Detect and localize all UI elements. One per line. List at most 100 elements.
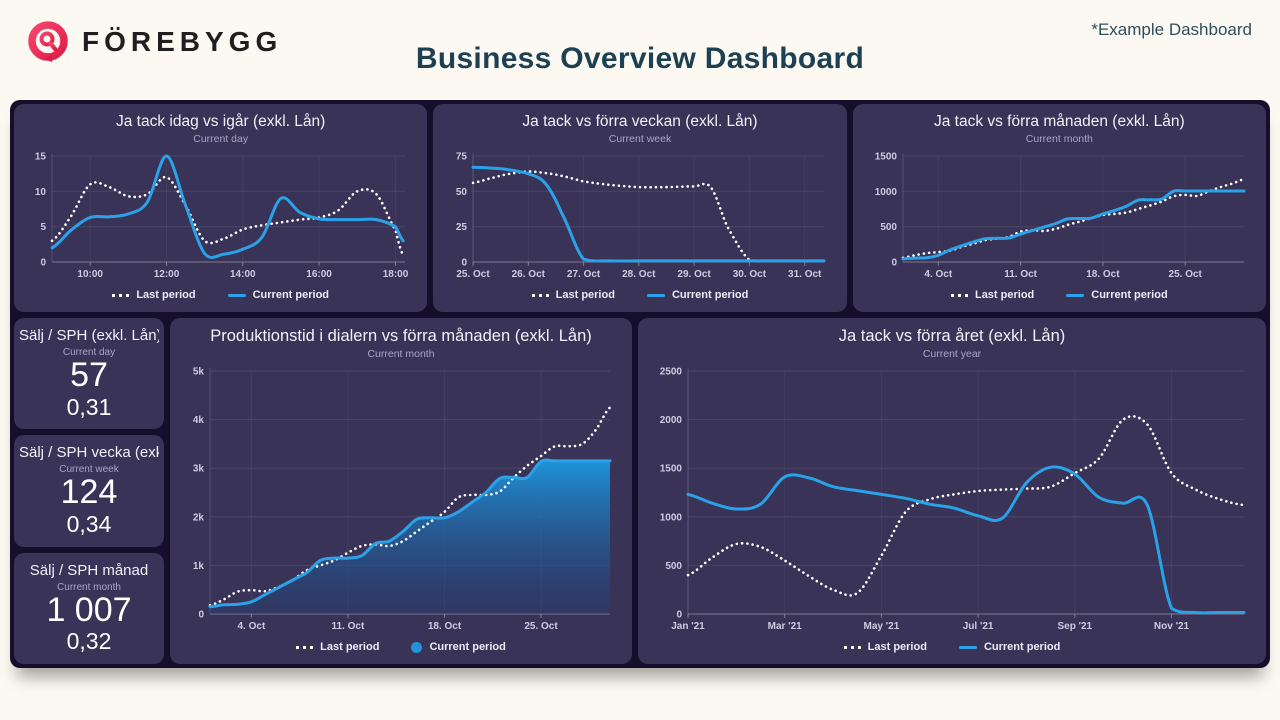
panel-ja-tack-year: Ja tack vs förra året (exkl. Lån) Curren… xyxy=(638,318,1266,664)
svg-text:25: 25 xyxy=(456,222,468,233)
dotted-line-swatch xyxy=(950,293,968,297)
svg-text:25. Oct: 25. Oct xyxy=(1168,269,1202,280)
legend-label: Last period xyxy=(555,289,615,302)
svg-text:500: 500 xyxy=(665,561,682,572)
stat-ratio: 0,34 xyxy=(66,511,112,538)
svg-text:1500: 1500 xyxy=(874,152,897,163)
svg-text:29. Oct: 29. Oct xyxy=(678,269,712,280)
chart-canvas: 0 1k 2k 3k 4k 5k 4. Oct 11. Oct 18. Oct 25. Oct xyxy=(180,363,622,634)
svg-text:3k: 3k xyxy=(193,464,205,475)
example-dashboard-note: *Example Dashboard xyxy=(1091,20,1252,39)
legend-label: Current period xyxy=(429,641,506,653)
chart-canvas: 0 500 1000 1500 2000 2500 Jan '21 Mar '21 May '2… xyxy=(648,363,1256,634)
legend-label: Current period xyxy=(671,289,749,302)
chart-legend: Last period Current period xyxy=(180,634,622,660)
chart-canvas: 0 25 50 75 25. Oct 26. Oct 27. Oct 28. Oct 29. O… xyxy=(443,148,836,282)
svg-text:Nov '21: Nov '21 xyxy=(1154,621,1190,632)
stat-card-sph-week: Sälj / SPH vecka (exkl Current week 124 … xyxy=(14,435,164,547)
stat-subtitle: Current day xyxy=(62,347,116,359)
stat-numbers: 124 0,34 xyxy=(19,475,159,538)
svg-text:18. Oct: 18. Oct xyxy=(428,621,462,632)
panel-produktionstid: Produktionstid i dialern vs förra månade… xyxy=(170,318,632,664)
svg-text:5: 5 xyxy=(40,222,46,233)
legend-last-period[interactable]: Last period xyxy=(112,289,196,301)
legend-current-period[interactable]: Current period xyxy=(646,289,749,302)
chart-svg: 0 500 1000 1500 4. Oct 11. Oct 18. Oct 25. Oct xyxy=(874,152,1246,280)
legend-last-period[interactable]: Last period xyxy=(843,641,927,653)
svg-text:2500: 2500 xyxy=(660,367,683,378)
chart-title: Ja tack vs förra månaden (exkl. Lån) xyxy=(933,113,1185,130)
svg-text:11. Oct: 11. Oct xyxy=(1004,269,1037,280)
legend-last-period[interactable]: Last period xyxy=(296,641,379,653)
stat-numbers: 57 0,31 xyxy=(19,357,159,421)
chart-title: Produktionstid i dialern vs förra månade… xyxy=(210,327,592,346)
stat-numbers: 1 007 0,32 xyxy=(19,592,159,656)
svg-text:15: 15 xyxy=(35,152,47,163)
dotted-line-swatch xyxy=(843,645,861,649)
svg-text:14:00: 14:00 xyxy=(230,269,256,280)
chart-svg: 0 5 10 15 10:00 12:00 14:00 16:00 18:00 xyxy=(35,152,409,281)
solid-line-swatch xyxy=(646,293,665,297)
circle-swatch xyxy=(411,641,423,653)
stat-card-sph-month: Sälj / SPH månad Current month 1 007 0,3… xyxy=(14,552,164,664)
legend-label: Last period xyxy=(320,641,380,653)
chart-subtitle: Current week xyxy=(608,133,672,145)
chart-subtitle: Current month xyxy=(367,348,435,361)
svg-text:4. Oct: 4. Oct xyxy=(924,269,952,280)
panel-ja-tack-day: Ja tack idag vs igår (exkl. Lån) Current… xyxy=(14,104,428,313)
svg-text:27. Oct: 27. Oct xyxy=(567,269,601,280)
svg-text:1000: 1000 xyxy=(874,187,897,198)
svg-text:50: 50 xyxy=(456,187,468,198)
dashboard-container: Ja tack idag vs igår (exkl. Lån) Current… xyxy=(10,100,1270,668)
legend-current-period[interactable]: Current period xyxy=(227,289,330,302)
svg-text:0: 0 xyxy=(676,610,682,621)
chart-legend: Last period Current period xyxy=(648,634,1256,660)
panel-ja-tack-month: Ja tack vs förra månaden (exkl. Lån) Cur… xyxy=(852,104,1266,313)
chart-canvas: 0 5 10 15 10:00 12:00 14:00 16:00 18:00 xyxy=(24,148,417,282)
chart-legend: Last period Current period xyxy=(863,282,1256,308)
svg-text:30. Oct: 30. Oct xyxy=(733,269,767,280)
svg-text:2k: 2k xyxy=(193,512,205,523)
legend-current-period[interactable]: Current period xyxy=(1066,289,1168,302)
svg-text:10:00: 10:00 xyxy=(77,269,103,280)
svg-text:0: 0 xyxy=(891,258,897,269)
dotted-line-swatch xyxy=(112,293,130,297)
chart-subtitle: Current month xyxy=(1025,133,1093,145)
stat-title: Sälj / SPH vecka (exkl xyxy=(19,444,159,462)
stat-ratio: 0,32 xyxy=(66,628,112,655)
svg-text:10: 10 xyxy=(35,187,47,198)
stat-column: Sälj / SPH (exkl. Lån) Current day 57 0,… xyxy=(14,318,164,664)
stat-card-sph-day: Sälj / SPH (exkl. Lån) Current day 57 0,… xyxy=(14,318,164,430)
brand-logo: FÖREBYGG xyxy=(24,18,282,66)
svg-text:5k: 5k xyxy=(193,367,205,378)
svg-text:Jan '21: Jan '21 xyxy=(671,621,705,632)
legend-label: Current period xyxy=(1091,289,1168,302)
chart-title: Ja tack vs förra året (exkl. Lån) xyxy=(838,327,1066,346)
chart-legend: Last period Current period xyxy=(443,282,836,308)
svg-text:25. Oct: 25. Oct xyxy=(457,269,491,280)
page-title: Business Overview Dashboard xyxy=(415,42,865,75)
dotted-line-swatch xyxy=(296,645,314,649)
svg-text:1500: 1500 xyxy=(660,464,683,475)
stat-subtitle: Current month xyxy=(57,581,121,593)
svg-text:2000: 2000 xyxy=(660,415,683,426)
svg-text:Mar '21: Mar '21 xyxy=(768,621,803,632)
legend-last-period[interactable]: Last period xyxy=(950,289,1034,301)
legend-label: Current period xyxy=(252,289,330,302)
svg-text:0: 0 xyxy=(40,258,46,269)
chart-canvas: 0 500 1000 1500 4. Oct 11. Oct 18. Oct 25. Oct xyxy=(863,148,1256,282)
svg-text:4k: 4k xyxy=(193,415,205,426)
magnifier-logo-icon xyxy=(28,21,68,62)
svg-text:0: 0 xyxy=(462,258,468,269)
dotted-line-swatch xyxy=(531,293,549,297)
svg-text:18. Oct: 18. Oct xyxy=(1086,269,1120,280)
svg-text:12:00: 12:00 xyxy=(154,269,180,280)
svg-text:26. Oct: 26. Oct xyxy=(512,269,546,280)
legend-last-period[interactable]: Last period xyxy=(531,289,615,302)
legend-current-period[interactable]: Current period xyxy=(411,641,506,653)
svg-text:31. Oct: 31. Oct xyxy=(788,269,822,280)
legend-current-period[interactable]: Current period xyxy=(958,641,1060,653)
panel-ja-tack-week: Ja tack vs förra veckan (exkl. Lån) Curr… xyxy=(433,104,847,313)
svg-text:18:00: 18:00 xyxy=(383,269,409,280)
page-header: FÖREBYGG Business Overview Dashboard *Ex… xyxy=(0,0,1280,100)
